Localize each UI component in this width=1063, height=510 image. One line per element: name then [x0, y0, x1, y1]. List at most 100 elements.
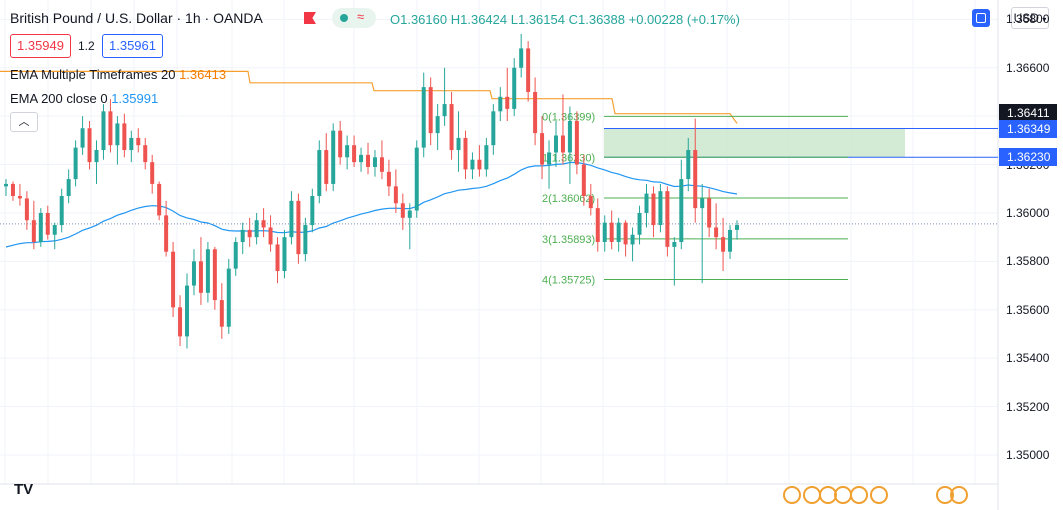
candle-body	[484, 145, 489, 170]
candle-body	[254, 220, 259, 238]
candle-body	[644, 193, 649, 213]
uk-flag-icon[interactable]	[783, 486, 801, 504]
price-axis-label: 1.35000	[1006, 447, 1050, 462]
candle-body	[721, 237, 726, 252]
candle-body	[400, 203, 405, 218]
candle-body	[728, 229, 733, 252]
price-axis-label: 1.35400	[1006, 351, 1050, 366]
spread-value: 1.2	[78, 39, 95, 53]
candle-body	[268, 227, 273, 245]
currency-select[interactable]: USD ▾	[1011, 7, 1049, 29]
candle-body	[679, 179, 684, 242]
tradingview-logo[interactable]: TV	[14, 481, 34, 498]
candle-body	[366, 154, 371, 167]
candle-body	[735, 225, 739, 230]
candle-body	[665, 191, 670, 247]
us-flag-icon[interactable]	[850, 486, 868, 504]
ema20-legend[interactable]: EMA Multiple Timeframes 20 1.36413	[10, 67, 226, 82]
candle-body	[449, 104, 454, 151]
candle-body	[157, 183, 162, 216]
candle-body	[66, 179, 71, 197]
candle-body	[567, 121, 572, 153]
ema20-value: 1.36413	[179, 67, 227, 82]
candle-body	[198, 261, 203, 293]
candle-body	[80, 128, 85, 148]
ema200-label: EMA 200 close 0	[10, 91, 108, 106]
candle-body	[226, 268, 231, 327]
candle-body	[393, 186, 398, 204]
candle-body	[623, 222, 628, 245]
candle-body	[686, 150, 691, 180]
candle-body	[352, 145, 357, 163]
fib-level-label: 1(1.36230)	[542, 152, 595, 164]
candle-body	[331, 130, 336, 184]
candle-body	[261, 220, 266, 228]
candle-body	[386, 171, 391, 187]
ema200-legend[interactable]: EMA 200 close 0 1.35991	[10, 91, 158, 106]
candle-body	[191, 261, 196, 286]
ema200-line	[5, 161, 738, 248]
candle-body	[212, 249, 217, 301]
candle-body	[372, 157, 377, 167]
candle-body	[693, 150, 698, 209]
candle-body	[407, 210, 412, 218]
candle-body	[609, 222, 614, 242]
candle-body	[553, 135, 558, 153]
candle-body	[143, 145, 148, 163]
ema20-label: EMA Multiple Timeframes 20	[10, 67, 176, 82]
screenshot-button[interactable]	[972, 9, 990, 27]
chart-title: British Pound / U.S. Dollar · 1h · OANDA	[10, 10, 263, 26]
candle-body	[275, 244, 280, 272]
fib-level-label: 4(1.35725)	[542, 275, 595, 287]
candle-body	[519, 48, 524, 68]
candle-body	[282, 237, 287, 272]
candle-body	[205, 249, 210, 293]
candle-body	[59, 196, 64, 226]
wave-icon: ≈	[357, 9, 365, 24]
collapse-legend-button[interactable]: ︿	[10, 112, 38, 132]
us-flag-icon[interactable]	[950, 486, 968, 504]
open-value: O1.36160	[390, 12, 448, 27]
fib-level-label: 2(1.36062)	[542, 193, 595, 205]
candle-body	[108, 111, 113, 146]
chevron-down-icon: ▾	[1042, 15, 1047, 24]
candle-body	[87, 128, 92, 163]
price-axis-label: 1.36000	[1006, 205, 1050, 220]
candle-body	[533, 91, 538, 134]
price-axis-label: 1.35200	[1006, 399, 1050, 414]
price-axis-label: 1.35600	[1006, 302, 1050, 317]
candle-body	[324, 150, 329, 184]
candle-body	[115, 123, 120, 146]
candle-body	[101, 111, 106, 151]
candle-body	[345, 145, 350, 158]
candle-body	[616, 222, 621, 242]
candle-body	[428, 87, 433, 134]
candle-body	[136, 137, 141, 146]
candle-body	[658, 191, 663, 226]
candle-body	[470, 159, 475, 170]
price-tag: 1.36349	[999, 119, 1057, 138]
market-status-pill[interactable]: ≈	[332, 8, 376, 28]
candle-body	[491, 111, 496, 146]
flag-icon[interactable]	[304, 12, 316, 24]
fib-level-label: 3(1.35893)	[542, 234, 595, 246]
uk-flag-icon[interactable]	[870, 486, 888, 504]
candle-body	[672, 242, 677, 247]
ohlc-readout: O1.36160 H1.36424 L1.36154 C1.36388 +0.0…	[390, 12, 740, 27]
candle-body	[4, 183, 8, 187]
candle-body	[547, 152, 552, 165]
candle-body	[24, 198, 29, 221]
candle-body	[171, 251, 176, 308]
candle-body	[379, 157, 384, 172]
candle-body	[247, 229, 252, 238]
candle-body	[421, 87, 426, 148]
candle-body	[317, 150, 322, 197]
buy-button[interactable]: 1.35961	[102, 34, 163, 58]
candle-body	[359, 154, 364, 163]
candle-body	[463, 137, 468, 170]
candle-body	[630, 234, 635, 245]
candle-body	[52, 225, 57, 235]
sell-button[interactable]: 1.35949	[10, 34, 71, 58]
candle-body	[540, 133, 545, 165]
